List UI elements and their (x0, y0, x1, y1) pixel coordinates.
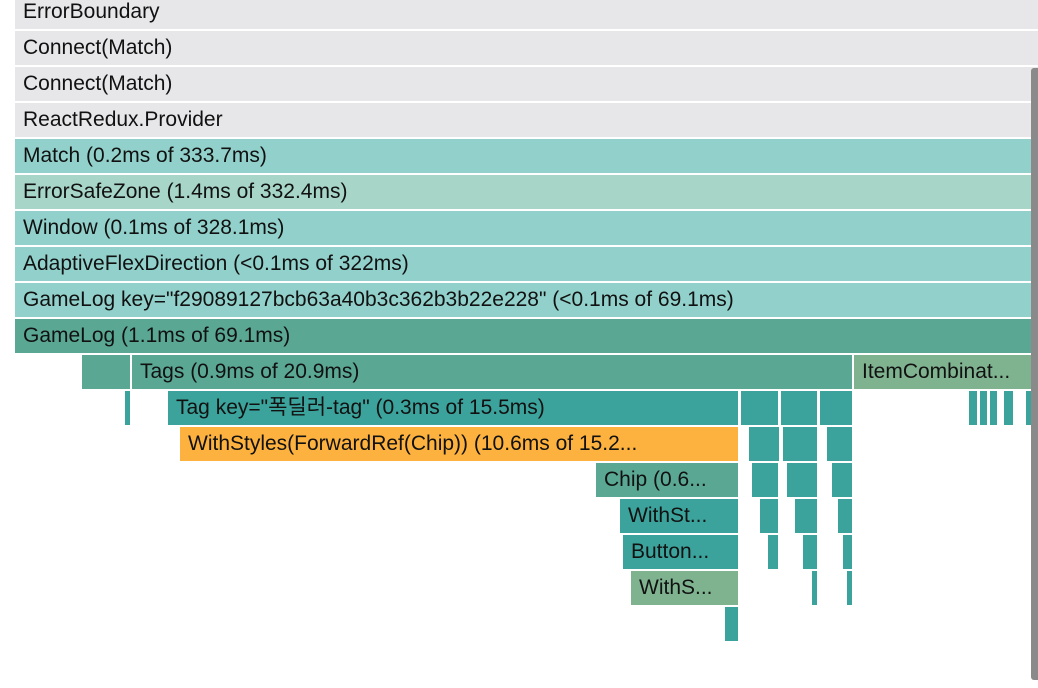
flame-row-label: GameLog key="f29089127bcb63a40b3c362b3b2… (23, 288, 734, 311)
flame-bar-label: Button... (631, 540, 710, 563)
vertical-scrollbar[interactable] (1031, 68, 1038, 680)
flame-bar-label: WithStyles(ForwardRef(Chip)) (10.6ms of … (188, 432, 638, 455)
flame-row-label: Window (0.1ms of 328.1ms) (23, 216, 285, 239)
flame-bar[interactable] (843, 535, 852, 569)
flame-row-label: ErrorBoundary (23, 0, 160, 23)
flame-bar[interactable] (1004, 391, 1013, 425)
flame-bar[interactable] (1026, 391, 1031, 425)
flame-bar[interactable] (783, 427, 817, 461)
flame-bar[interactable]: WithSt... (620, 499, 738, 533)
flame-bar[interactable] (838, 499, 852, 533)
flame-bar[interactable]: Chip (0.6... (596, 463, 738, 497)
flame-bar[interactable] (749, 427, 779, 461)
flame-bar[interactable]: Tag key="폭딜러-tag" (0.3ms of 15.5ms) (168, 391, 738, 425)
flame-bar[interactable]: ItemCombinat... (854, 355, 1038, 389)
flame-bar[interactable] (832, 463, 852, 497)
flame-row[interactable]: Connect(Match) (15, 67, 1038, 101)
flame-row-label: GameLog (1.1ms of 69.1ms) (23, 324, 291, 347)
flame-bar[interactable] (741, 391, 778, 425)
flame-bar[interactable] (82, 355, 130, 389)
flame-row[interactable]: GameLog key="f29089127bcb63a40b3c362b3b2… (15, 283, 1038, 317)
flame-bar-label: ItemCombinat... (862, 360, 1011, 383)
flame-row[interactable]: Window (0.1ms of 328.1ms) (15, 211, 1038, 245)
flame-row-label: Connect(Match) (23, 36, 173, 59)
flame-bar[interactable] (827, 427, 852, 461)
flame-bar[interactable] (803, 535, 817, 569)
flame-bar[interactable] (781, 391, 817, 425)
flame-bar[interactable]: Tags (0.9ms of 20.9ms) (132, 355, 852, 389)
flame-bar[interactable] (125, 391, 130, 425)
flame-bar[interactable] (725, 607, 738, 641)
flame-row[interactable]: Match (0.2ms of 333.7ms) (15, 139, 1038, 173)
flame-bar-label: Tag key="폭딜러-tag" (0.3ms of 15.5ms) (176, 396, 545, 419)
flame-bar[interactable] (980, 391, 987, 425)
flame-bar-label: Tags (0.9ms of 20.9ms) (140, 360, 360, 383)
flame-bar[interactable]: WithS... (631, 571, 738, 605)
flame-bar[interactable]: Button... (623, 535, 738, 569)
flame-row[interactable]: ReactRedux.Provider (15, 103, 1038, 137)
flame-row[interactable]: ErrorSafeZone (1.4ms of 332.4ms) (15, 175, 1038, 209)
flame-row-label: AdaptiveFlexDirection (<0.1ms of 322ms) (23, 252, 409, 275)
flame-bar[interactable] (990, 391, 997, 425)
flame-row[interactable]: ErrorBoundary (15, 0, 1038, 29)
flame-row[interactable]: GameLog (1.1ms of 69.1ms) (15, 319, 1038, 353)
flame-bar-label: Chip (0.6... (604, 468, 707, 491)
flame-bar[interactable] (820, 391, 852, 425)
flame-bar-selected[interactable]: WithStyles(ForwardRef(Chip)) (10.6ms of … (180, 427, 738, 461)
flame-bar-label: WithSt... (628, 504, 708, 527)
flame-bar[interactable] (760, 499, 778, 533)
flame-bar[interactable] (969, 391, 977, 425)
flame-bar[interactable] (812, 571, 817, 605)
flame-row-label: Match (0.2ms of 333.7ms) (23, 144, 267, 167)
flame-bar[interactable] (752, 463, 778, 497)
flame-row[interactable]: Connect(Match) (15, 31, 1038, 65)
flame-bar-label: WithS... (639, 576, 713, 599)
flame-row-label: ErrorSafeZone (1.4ms of 332.4ms) (23, 180, 348, 203)
flame-bar[interactable] (795, 499, 817, 533)
flame-row-label: Connect(Match) (23, 72, 173, 95)
flame-row-label: ReactRedux.Provider (23, 108, 223, 131)
flame-bar[interactable] (768, 535, 778, 569)
flame-bar[interactable] (847, 571, 852, 605)
flame-bar[interactable] (787, 463, 817, 497)
flame-row[interactable]: AdaptiveFlexDirection (<0.1ms of 322ms) (15, 247, 1038, 281)
